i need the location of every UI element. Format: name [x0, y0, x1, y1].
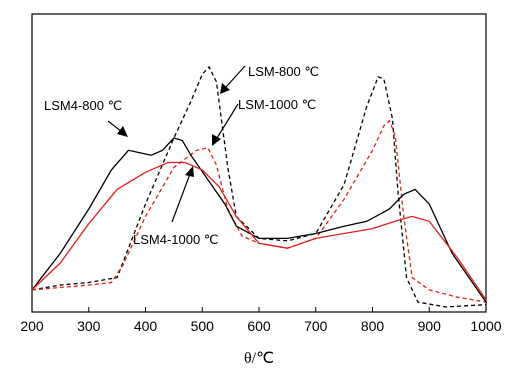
- annotation-arrow: [216, 103, 239, 139]
- arrow-head-icon: [185, 166, 194, 177]
- annotation-label: LSM4-1000 ℃: [133, 232, 218, 247]
- x-tick-label: 500: [191, 318, 215, 334]
- annotation-label: LSM-800 ℃: [248, 64, 319, 79]
- annotation-lsm4-800: LSM4-800 ℃: [44, 98, 128, 137]
- annotation-label: LSM4-800 ℃: [44, 98, 122, 113]
- x-axis: 200 300 400 500 600 700 800 900 1000: [20, 307, 502, 334]
- x-axis-label: θ/℃: [244, 350, 274, 367]
- arrow-head-icon: [220, 83, 230, 94]
- annotation-arrow: [171, 173, 191, 223]
- x-tick-label: 600: [247, 318, 271, 334]
- series-line-1: [31, 119, 487, 303]
- annotation-lsm4-1000: LSM4-1000 ℃: [133, 166, 218, 247]
- series-line-2: [31, 137, 487, 303]
- x-tick-label: 300: [77, 318, 101, 334]
- annotation-lsm-800: LSM-800 ℃: [220, 64, 319, 94]
- series-layer: [31, 65, 487, 308]
- series-line-3: [31, 161, 487, 301]
- x-tick-label: 1000: [470, 318, 501, 334]
- x-tick-label: 200: [20, 318, 44, 334]
- plot-area-frame: [31, 13, 487, 313]
- x-tick-label: 700: [304, 318, 328, 334]
- annotation-lsm-1000: LSM-1000 ℃: [212, 97, 316, 146]
- x-tick-label: 900: [418, 318, 442, 334]
- x-tick-label: 800: [361, 318, 385, 334]
- annotation-arrow: [225, 65, 246, 88]
- annotation-label: LSM-1000 ℃: [238, 97, 316, 112]
- arrow-head-icon: [212, 134, 221, 146]
- annotation-arrow: [107, 120, 123, 133]
- x-tick-label: 400: [134, 318, 158, 334]
- arrow-head-icon: [117, 126, 128, 137]
